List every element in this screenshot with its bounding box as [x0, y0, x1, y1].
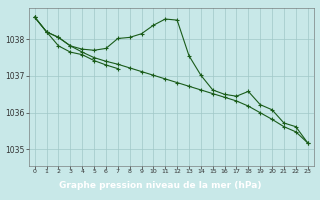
Text: Graphe pression niveau de la mer (hPa): Graphe pression niveau de la mer (hPa) — [59, 182, 261, 190]
